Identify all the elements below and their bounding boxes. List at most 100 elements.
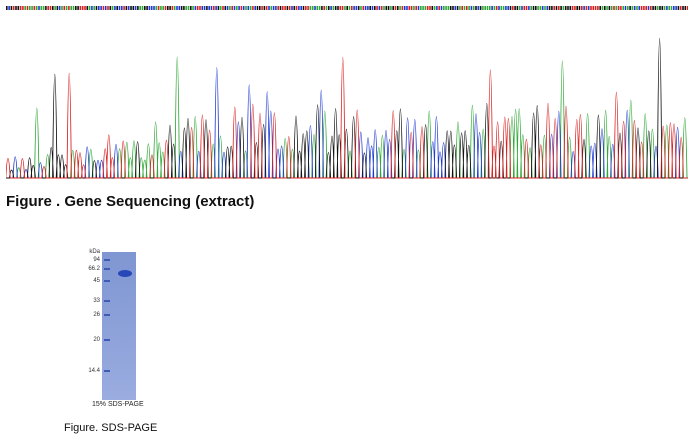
- sequence-letter: [615, 6, 618, 10]
- sequence-letter: [583, 6, 585, 10]
- sequencing-figure-title: Figure . Gene Sequencing (extract): [6, 193, 255, 210]
- sequence-letter: [576, 6, 578, 10]
- sequence-letter: [470, 6, 473, 10]
- sequence-letter: [286, 6, 289, 10]
- sequence-letter: [208, 6, 210, 10]
- gel-unit-label: kDa: [89, 249, 100, 255]
- sequence-letter: [337, 6, 339, 10]
- sequence-letter: [91, 6, 93, 10]
- sequence-letter: [254, 6, 256, 10]
- sequence-letter: [206, 6, 208, 10]
- sequence-letter: [677, 6, 680, 10]
- sequence-letter: [673, 6, 675, 10]
- sequence-letter: [100, 6, 102, 10]
- sequence-letter: [659, 6, 661, 10]
- sequence-letter: [86, 6, 89, 10]
- sequence-letter: [401, 6, 404, 10]
- sequence-letter: [10, 6, 13, 10]
- sequence-letter: [461, 6, 463, 10]
- sequence-letter: [367, 6, 369, 10]
- sequence-letter: [535, 6, 537, 10]
- sequence-letter: [362, 6, 365, 10]
- sequence-letter: [22, 6, 24, 10]
- sequence-letter: [498, 6, 500, 10]
- sequence-letter: [449, 6, 452, 10]
- sequence-letter: [114, 6, 116, 10]
- sequence-letter: [153, 6, 155, 10]
- sequence-letter: [240, 6, 243, 10]
- sequence-letter: [523, 6, 526, 10]
- sequence-letter: [666, 6, 668, 10]
- sequence-letter: [544, 6, 546, 10]
- sequence-letter: [213, 6, 215, 10]
- sequence-letter: [374, 6, 376, 10]
- sequence-letter: [196, 6, 199, 10]
- sequence-letter: [176, 6, 178, 10]
- sequence-letter: [93, 6, 95, 10]
- sequence-letter: [84, 6, 86, 10]
- sequence-letter: [194, 6, 197, 10]
- sequence-letter: [537, 6, 539, 10]
- sequence-letter: [378, 6, 381, 10]
- marker-band: [104, 259, 110, 261]
- sequence-letter: [447, 6, 450, 10]
- sequence-letter: [403, 6, 406, 10]
- sequence-letter: [160, 6, 162, 10]
- sequence-letter: [686, 6, 688, 10]
- sequence-letter: [245, 6, 247, 10]
- sequence-letter: [521, 6, 523, 10]
- sequence-letter: [551, 6, 553, 10]
- sequence-letter: [341, 6, 344, 10]
- sequence-letter: [47, 6, 49, 10]
- sequence-letter: [19, 6, 22, 10]
- sequence-letter: [127, 6, 130, 10]
- sequence-letter: [52, 6, 54, 10]
- sequence-letter: [68, 6, 70, 10]
- sequence-letter: [169, 6, 171, 10]
- sequence-letter: [516, 6, 519, 10]
- sequence-letter: [408, 6, 411, 10]
- sequence-letter: [525, 6, 528, 10]
- sequence-letter: [8, 6, 10, 10]
- sequence-letter: [125, 6, 128, 10]
- sequence-letter: [275, 6, 277, 10]
- sequence-letter: [679, 6, 682, 10]
- sequence-letter: [613, 6, 615, 10]
- sequence-letter: [259, 6, 261, 10]
- sequence-letter: [371, 6, 374, 10]
- sequence-letter: [215, 6, 217, 10]
- sequence-letter: [675, 6, 677, 10]
- sequence-letter: [293, 6, 296, 10]
- sequence-letter: [222, 6, 224, 10]
- sequence-letter: [33, 6, 36, 10]
- sequence-letter: [484, 6, 486, 10]
- sequence-letter: [466, 6, 468, 10]
- marker-label-26: 26: [93, 312, 100, 318]
- sequence-letter: [562, 6, 565, 10]
- sequence-letter: [130, 6, 132, 10]
- sequence-letter: [88, 6, 91, 10]
- sequence-letter: [162, 6, 164, 10]
- sequence-letter: [443, 6, 445, 10]
- sequence-letter: [185, 6, 187, 10]
- sequence-letter: [650, 6, 652, 10]
- sequence-letter: [314, 6, 316, 10]
- sequence-letter: [139, 6, 141, 10]
- sequence-letter: [29, 6, 31, 10]
- sequence-letter: [629, 6, 631, 10]
- sequence-letter: [360, 6, 362, 10]
- sequence-letter: [489, 6, 491, 10]
- sequence-letter: [238, 6, 240, 10]
- sequence-letter: [468, 6, 470, 10]
- sequence-letter: [567, 6, 569, 10]
- sequence-letter: [592, 6, 595, 10]
- marker-band: [104, 268, 110, 270]
- marker-label-33: 33: [93, 298, 100, 304]
- sequence-letter: [17, 6, 20, 10]
- trace-g: [6, 37, 688, 179]
- sequence-letter: [298, 6, 300, 10]
- sequence-letter: [431, 6, 434, 10]
- sequence-letter: [61, 6, 63, 10]
- sequence-letter: [390, 6, 392, 10]
- sequence-letter: [594, 6, 597, 10]
